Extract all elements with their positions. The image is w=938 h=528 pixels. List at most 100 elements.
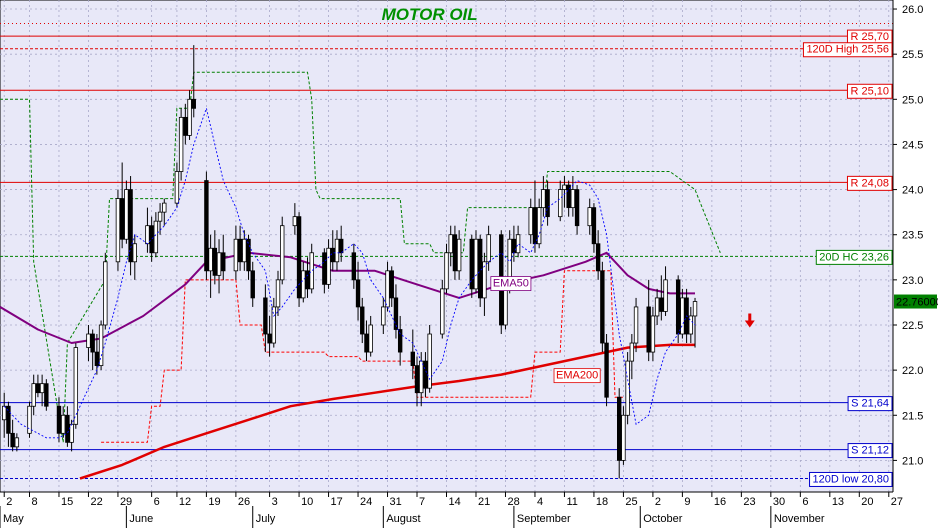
candle-body [73, 347, 79, 425]
candle [119, 162, 125, 249]
candle [566, 180, 571, 217]
level-label-box [847, 443, 893, 459]
candle [103, 252, 108, 330]
candle-body [309, 252, 314, 290]
candle [60, 406, 66, 438]
candle-body [145, 225, 150, 245]
candle-body [368, 324, 373, 353]
level-label: R 24,08 [850, 177, 889, 189]
candle [292, 203, 298, 235]
candle-body [566, 184, 571, 209]
candle-body [692, 301, 698, 317]
candle [221, 234, 226, 280]
candle [149, 216, 154, 262]
candle-body [31, 383, 36, 407]
candle [309, 243, 314, 294]
price-tick-label: 24.5 [902, 139, 923, 151]
candle [368, 315, 373, 357]
candle-body [178, 116, 184, 172]
date-tick-label: 11 [566, 496, 577, 508]
candle-body [69, 423, 74, 443]
candle-body [452, 234, 458, 272]
candle [595, 230, 601, 280]
candle [469, 234, 474, 298]
candle [128, 176, 133, 276]
candle [212, 230, 218, 285]
candle [263, 284, 268, 353]
candle-body [621, 414, 626, 461]
trend-dotted-line [3, 106, 696, 439]
candle [663, 266, 668, 316]
candle-body [330, 247, 335, 263]
level-label-box [809, 471, 893, 487]
candle-body [389, 270, 394, 299]
level-label: 20D HC 23,26 [819, 251, 889, 263]
candle-body [90, 333, 95, 353]
last-price-badge [894, 294, 937, 309]
level-label-box [802, 42, 893, 58]
candlesticks [2, 45, 698, 479]
candle [515, 225, 521, 258]
candle-body [326, 247, 331, 285]
candle [94, 334, 100, 375]
candle-body [275, 279, 281, 308]
candle [187, 90, 192, 140]
candle-body [393, 297, 399, 330]
candle-body [187, 98, 192, 136]
candle [204, 171, 209, 280]
candle [250, 261, 255, 307]
candle-body [414, 365, 420, 394]
date-tick-label: 12 [179, 496, 191, 508]
candle [482, 252, 487, 316]
level-label: 120D low 20,80 [813, 473, 889, 485]
level-label: S 21,64 [851, 398, 889, 410]
date-tick-label: 30 [773, 496, 785, 508]
date-tick-label: 29 [120, 496, 132, 508]
candle [621, 406, 626, 465]
candle [587, 198, 592, 235]
price-tick-label: 21.5 [902, 410, 923, 422]
candle [381, 297, 386, 335]
candle-body [477, 238, 483, 299]
candle [692, 297, 698, 348]
price-tick-label: 24.0 [902, 185, 923, 197]
candle-body [629, 342, 635, 362]
candle-body [35, 383, 41, 394]
candle-body [397, 329, 403, 353]
candle [296, 212, 302, 307]
date-tick-label: 16 [714, 496, 726, 508]
candle-body [469, 238, 474, 290]
date-tick-label: 28 [507, 496, 519, 508]
candle [56, 397, 62, 443]
date-tick-label: 17 [331, 496, 343, 508]
date-tick-label: 4 [537, 496, 543, 508]
price-tick-label: 22.5 [902, 320, 923, 332]
candle-body [128, 189, 133, 263]
price-tick-label: 25.5 [902, 49, 923, 61]
candle-body [10, 432, 15, 448]
candle-body [44, 383, 49, 407]
month-label: July [256, 513, 276, 525]
series-ema50 [0, 251, 695, 344]
candle-body [14, 437, 20, 448]
candle [654, 288, 660, 325]
candle [414, 356, 420, 407]
candle-body [562, 184, 567, 190]
candle [275, 270, 281, 316]
candle [115, 189, 121, 271]
price-tick-label: 25.0 [902, 94, 923, 106]
candle-body [419, 360, 424, 394]
candle [364, 320, 369, 362]
candle [452, 225, 458, 280]
candle-body [680, 297, 685, 335]
level-label: R 25,10 [850, 85, 889, 97]
level-label-box [846, 83, 893, 99]
candle-body [650, 315, 656, 353]
candle [541, 176, 546, 217]
date-tick-label: 14 [449, 496, 461, 508]
date-tick-label: 27 [891, 496, 903, 508]
candle-body [305, 270, 310, 290]
candle-body [2, 405, 7, 421]
